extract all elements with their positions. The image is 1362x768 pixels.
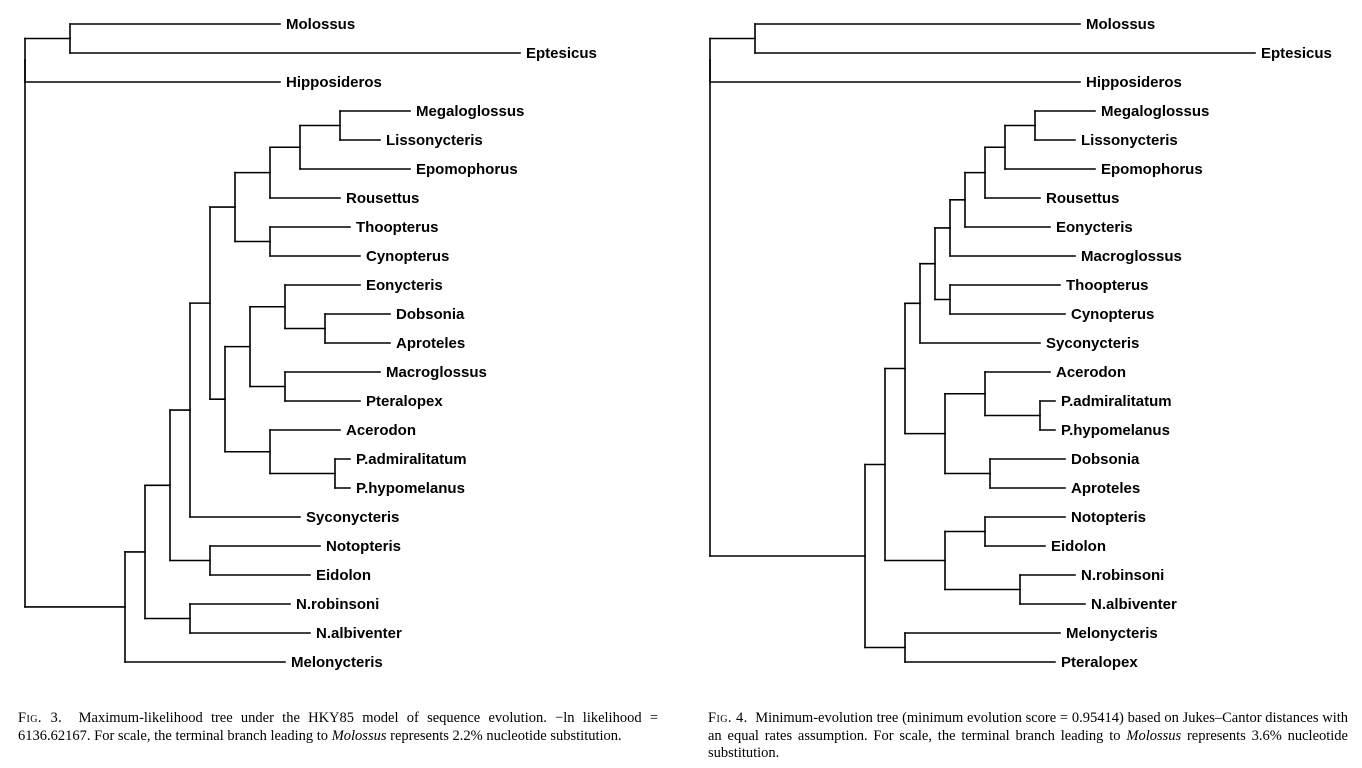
tip-label: Rousettus [1046,190,1119,207]
tip-label: Syconycteris [1046,335,1139,352]
fig3-caption: Fig. 3. Maximum-likelihood tree under th… [18,710,658,745]
tip-label: Syconycteris [306,509,399,526]
tip-label: Megaloglossus [416,103,524,120]
tip-label: Epomophorus [416,161,518,178]
tip-label: Thoopterus [356,219,439,236]
tip-label: Molossus [286,16,355,33]
page: Molossus Eptesicus Hipposideros Megalogloss… [0,0,1362,768]
tip-label: Lissonycteris [386,132,483,149]
fig4-tree: Molossus Eptesicus Hipposideros Megalogloss… [695,4,1355,704]
tip-label: Aproteles [396,335,465,352]
tip-label: N.robinsoni [296,596,379,613]
tip-label: Aproteles [1071,480,1140,497]
tip-label: P.admiralitatum [1061,393,1172,410]
tip-label: Pteralopex [1061,654,1138,671]
tip-label: Eonycteris [1056,219,1133,236]
tip-label: Eidolon [316,567,371,584]
tip-label: Pteralopex [366,393,443,410]
tip-label: N.albiventer [316,625,402,642]
tip-label: Eptesicus [526,45,597,62]
tip-label: P.hypomelanus [356,480,465,497]
tip-label: Dobsonia [1071,451,1140,468]
tip-label: Eidolon [1051,538,1106,555]
tip-label: Lissonycteris [1081,132,1178,149]
tip-label: Melonycteris [291,654,383,671]
tip-label: Hipposideros [286,74,382,91]
tip-label: N.albiventer [1091,596,1177,613]
tip-label: Macroglossus [386,364,487,381]
tip-label: Hipposideros [1086,74,1182,91]
fig3-tree: Molossus Eptesicus Hipposideros Megalogloss… [10,4,670,704]
tip-label: Cynopterus [366,248,449,265]
tip-label: Eptesicus [1261,45,1332,62]
tip-label: Notopteris [326,538,401,555]
tip-label: Rousettus [346,190,419,207]
tip-label: Thoopterus [1066,277,1149,294]
tip-label: Molossus [1086,16,1155,33]
tip-label: Macroglossus [1081,248,1182,265]
tip-label: Cynopterus [1071,306,1154,323]
tip-label: Acerodon [346,422,416,439]
tip-label: P.hypomelanus [1061,422,1170,439]
tip-label: Acerodon [1056,364,1126,381]
tip-label: N.robinsoni [1081,567,1164,584]
tip-label: Megaloglossus [1101,103,1209,120]
fig4-caption: Fig. 4. Minimum-evolution tree (minimum … [708,710,1348,763]
tip-label: Epomophorus [1101,161,1203,178]
tip-label: Dobsonia [396,306,465,323]
tip-label: Notopteris [1071,509,1146,526]
tip-label: P.admiralitatum [356,451,467,468]
tip-label: Melonycteris [1066,625,1158,642]
tip-label: Eonycteris [366,277,443,294]
